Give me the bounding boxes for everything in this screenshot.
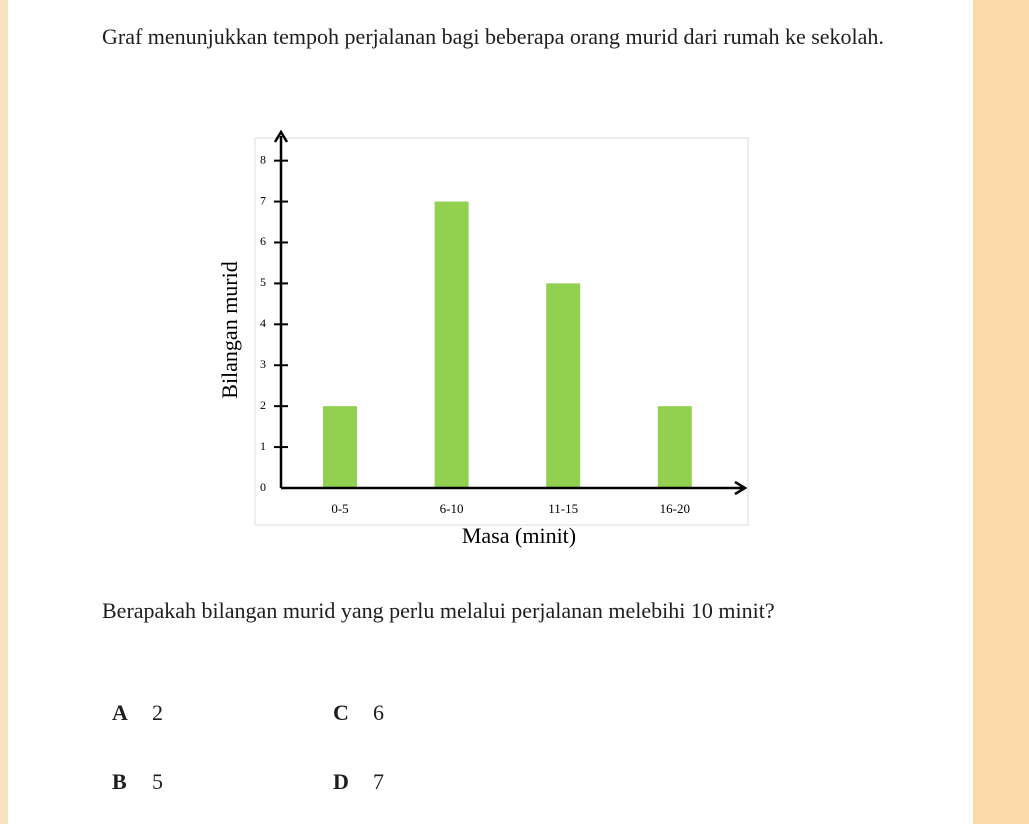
y-tick-label: 3 [260,357,266,371]
y-axis-arrow [273,129,289,143]
option-text: 7 [373,769,384,794]
y-tick-label: 7 [260,193,266,207]
option-letter: C [333,700,349,725]
y-tick-label: 0 [260,480,266,494]
y-tick-label: 1 [260,439,266,453]
bar [323,406,357,488]
y-tick-label: 6 [260,234,266,248]
bar [657,406,692,488]
option-text: 2 [152,700,163,725]
option-letter: A [112,700,128,725]
bar [434,201,469,488]
x-tick-label: 11-15 [548,501,578,516]
x-tick-label: 0-5 [331,501,348,516]
y-tick-label: 8 [260,152,266,166]
option-text: 6 [373,700,384,725]
x-axis-label: Masa (minit) [462,523,576,548]
y-tick-label: 4 [260,316,266,330]
x-tick-label: 16-20 [660,501,690,516]
question: Graf menunjukkan tempoh perjalanan bagi … [102,24,884,49]
y-tick-label: 5 [260,275,266,289]
paper [8,0,973,824]
option-letter: B [112,769,127,794]
x-tick-label: 6-10 [440,501,464,516]
chart: Masa (minit) Bilangan murid 0-5 6-10 11-15… [217,129,749,548]
y-tick-label: 2 [260,398,266,412]
question-2: Berapakah bilangan murid yang perlu mela… [102,598,775,623]
bar [546,283,581,488]
x-axis-arrow [734,480,748,496]
side-panel [973,0,1029,824]
option-text: 5 [152,769,163,794]
chart-frame [254,137,749,526]
option-letter: D [333,769,349,794]
y-axis-label: Bilangan murid [217,261,242,398]
